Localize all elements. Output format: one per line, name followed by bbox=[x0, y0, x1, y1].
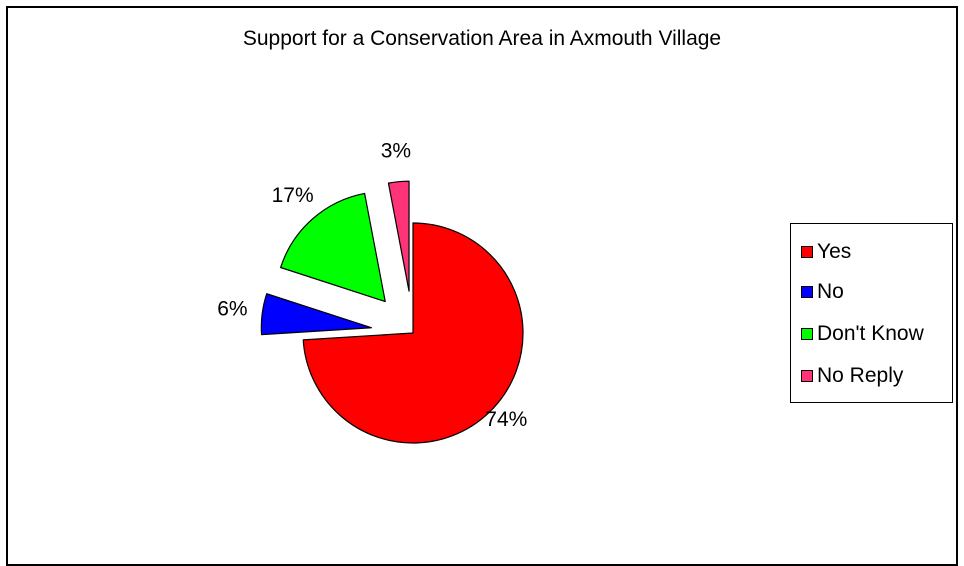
chart-title: Support for a Conservation Area in Axmou… bbox=[242, 27, 722, 50]
legend-item-no: No bbox=[801, 278, 844, 306]
legend-swatch-no-reply bbox=[801, 370, 813, 382]
legend-item-no-reply: No Reply bbox=[801, 362, 903, 390]
legend-label-no: No bbox=[817, 280, 844, 303]
pie-slice-no-reply bbox=[387, 180, 410, 292]
legend-item-yes: Yes bbox=[801, 238, 851, 266]
pie-labels: 74% 6% 17% 3% bbox=[217, 139, 527, 431]
pie-label-no: 6% bbox=[217, 298, 247, 321]
pie-label-no-reply: 3% bbox=[381, 139, 411, 162]
pie-label-yes: 74% bbox=[485, 408, 527, 431]
pie-chart: 74% 6% 17% 3% bbox=[217, 139, 527, 444]
pie-slice-no bbox=[260, 293, 372, 336]
pie-slice-yes bbox=[302, 222, 524, 444]
legend-label-dont-know: Don't Know bbox=[817, 322, 924, 345]
legend-swatch-dont-know bbox=[801, 328, 813, 340]
pie-slices bbox=[260, 180, 524, 444]
legend-item-dont-know: Don't Know bbox=[801, 320, 924, 348]
legend-swatch-yes bbox=[801, 246, 813, 258]
legend-label-yes: Yes bbox=[817, 240, 852, 263]
legend-swatch-no bbox=[801, 286, 813, 298]
pie-label-dont-know: 17% bbox=[272, 184, 314, 207]
chart-legend: Yes No Don't Know No Reply bbox=[790, 223, 953, 403]
pie-slice-dont-know bbox=[280, 192, 386, 303]
legend-label-no-reply: No Reply bbox=[817, 364, 904, 387]
